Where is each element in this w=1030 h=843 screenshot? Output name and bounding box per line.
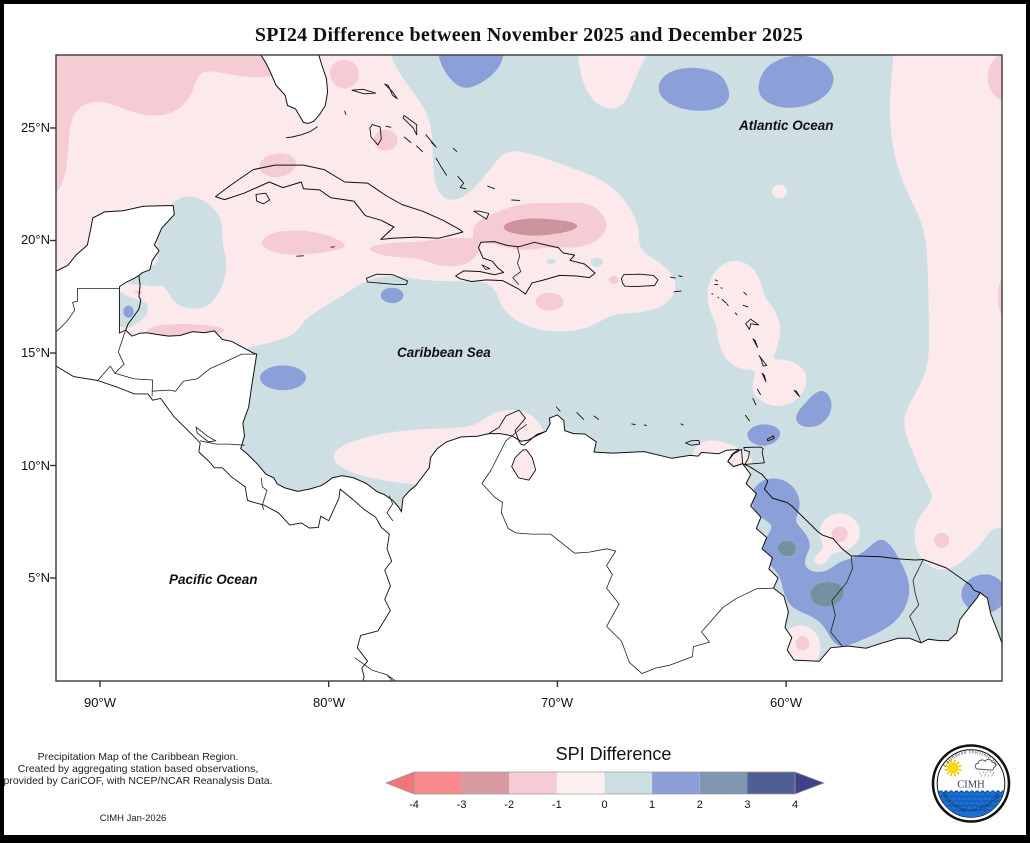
svg-text:CIMH: CIMH (957, 780, 985, 791)
svg-text:3: 3 (744, 799, 750, 811)
svg-text:1: 1 (649, 799, 655, 811)
svg-text:-1: -1 (552, 799, 562, 811)
svg-text:-3: -3 (457, 799, 467, 811)
svg-text:4: 4 (792, 799, 798, 811)
svg-text:-4: -4 (409, 799, 419, 811)
svg-text:-2: -2 (504, 799, 514, 811)
svg-text:2: 2 (697, 799, 703, 811)
svg-text:0: 0 (601, 799, 607, 811)
